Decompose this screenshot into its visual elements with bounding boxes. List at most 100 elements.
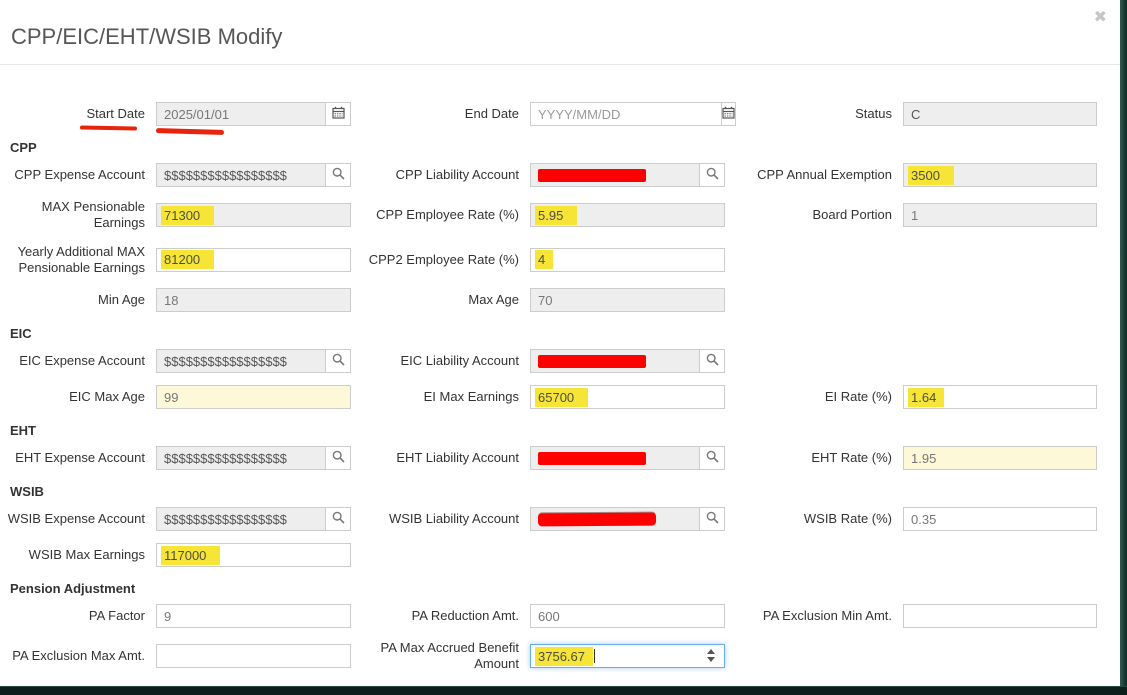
eic-liability-account-group: [530, 349, 725, 373]
cpp2-employee-rate-input[interactable]: 4: [530, 247, 725, 272]
wsib-liability-account-search-button[interactable]: [699, 507, 725, 531]
cpp-annual-exemption-input[interactable]: 3500: [903, 163, 1097, 187]
eic-liability-account-label: EIC Liability Account: [400, 352, 519, 368]
wsib-liability-account-label: WSIB Liability Account: [388, 510, 519, 526]
number-stepper[interactable]: [707, 649, 715, 663]
pa-exclusion-max-amt-label: PA Exclusion Max Amt.: [12, 648, 145, 664]
row-ages: Min Age 18 Max Age 70: [0, 288, 1127, 312]
eic-expense-account-input[interactable]: $$$$$$$$$$$$$$$$$: [156, 349, 325, 373]
pa-exclusion-min-amt-input[interactable]: [903, 604, 1097, 628]
eht-liability-account-label: EHT Liability Account: [396, 449, 519, 465]
max-pensionable-earnings-input[interactable]: 71300: [156, 203, 351, 228]
eht-expense-account-search-button[interactable]: [325, 446, 351, 470]
search-icon: [332, 511, 345, 527]
row-wsib-max: WSIB Max Earnings 117000: [0, 543, 1127, 567]
eic-max-age-value: 99: [164, 389, 179, 405]
eic-liability-account-input[interactable]: [530, 349, 699, 373]
pa-max-accrued-benefit-amount-label: PA Max Accrued Benefit Amount: [380, 640, 520, 672]
wsib-rate-label: WSIB Rate (%): [803, 510, 892, 526]
cpp-liability-account-search-button[interactable]: [699, 163, 725, 187]
stepper-down-icon: [707, 657, 715, 663]
wsib-expense-account-input[interactable]: $$$$$$$$$$$$$$$$$: [156, 507, 325, 531]
pa-reduction-amt-value: 600: [538, 608, 560, 624]
highlighted-value: 81200: [161, 250, 215, 270]
eht-rate-value: 1.95: [911, 450, 937, 466]
end-date-input[interactable]: [530, 102, 721, 126]
pa-max-accrued-benefit-amount-input[interactable]: 3756.67: [530, 644, 725, 669]
wsib-liability-account-input[interactable]: [530, 507, 699, 531]
eic-expense-account-search-button[interactable]: [325, 349, 351, 373]
highlighted-value: 1.64: [908, 387, 945, 407]
board-portion-label: Board Portion: [812, 207, 893, 223]
cpp-expense-account-search-button[interactable]: [325, 163, 351, 187]
pa-exclusion-max-amt-input[interactable]: [156, 644, 351, 669]
eic-max-age-label: EIC Max Age: [69, 388, 145, 404]
eic-max-age-input[interactable]: 99: [156, 385, 351, 409]
section-wsib: WSIB: [10, 484, 44, 499]
eht-liability-account-group: [530, 446, 725, 470]
wsib-rate-input[interactable]: 0.35: [903, 507, 1097, 531]
cpp-expense-account-group: $$$$$$$$$$$$$$$$$: [156, 163, 351, 187]
yearly-additional-max-input[interactable]: 81200: [156, 247, 351, 272]
max-age-label: Max Age: [468, 291, 519, 307]
highlighted-value: 71300: [161, 205, 215, 225]
row-eic-values: EIC Max Age 99 EI Max Earnings 65700 EI …: [0, 385, 1127, 409]
ei-max-earnings-input[interactable]: 65700: [530, 385, 725, 409]
pa-factor-value: 9: [164, 608, 172, 624]
status-input[interactable]: C: [903, 102, 1097, 126]
cpp-liability-account-group: [530, 163, 725, 187]
wsib-expense-account-search-button[interactable]: [325, 507, 351, 531]
cpp-expense-account-label: CPP Expense Account: [14, 166, 145, 182]
window-edge-bottom: [0, 686, 1127, 695]
search-icon: [706, 353, 719, 369]
start-date-calendar-button[interactable]: [325, 102, 351, 126]
row-pa-1: PA Factor 9 PA Reduction Amt. 600 PA Exc…: [0, 604, 1127, 628]
eht-rate-input[interactable]: 1.95: [903, 446, 1097, 470]
pa-reduction-amt-input[interactable]: 600: [530, 604, 725, 628]
eic-expense-account-label: EIC Expense Account: [19, 352, 145, 368]
max-age-input[interactable]: 70: [530, 288, 725, 312]
close-icon[interactable]: ✖: [1093, 9, 1107, 26]
pa-exclusion-min-amt-label: PA Exclusion Min Amt.: [762, 607, 892, 623]
min-age-input[interactable]: 18: [156, 288, 351, 312]
yearly-additional-max-label: Yearly Additional MAX Pensionable Earnin…: [17, 243, 145, 275]
cpp-employee-rate-label: CPP Employee Rate (%): [376, 207, 519, 223]
eic-expense-account-value: $$$$$$$$$$$$$$$$$: [164, 353, 287, 369]
redaction-marker: [538, 451, 646, 465]
row-eic-accounts: EIC Expense Account $$$$$$$$$$$$$$$$$ EI…: [0, 349, 1127, 373]
board-portion-input[interactable]: 1: [903, 203, 1097, 228]
modal-form: Start Date 2025/01/01 End Date: [0, 65, 1127, 695]
modal-header: CPP/EIC/EHT/WSIB Modify ✖: [0, 0, 1127, 65]
stepper-up-icon: [707, 649, 715, 655]
eht-liability-account-search-button[interactable]: [699, 446, 725, 470]
start-date-group: 2025/01/01: [156, 102, 351, 126]
eht-liability-account-input[interactable]: [530, 446, 699, 470]
start-date-input[interactable]: 2025/01/01: [156, 102, 325, 126]
eht-expense-account-label: EHT Expense Account: [15, 449, 145, 465]
eht-expense-account-input[interactable]: $$$$$$$$$$$$$$$$$: [156, 446, 325, 470]
max-age-value: 70: [538, 292, 553, 308]
eic-expense-account-group: $$$$$$$$$$$$$$$$$: [156, 349, 351, 373]
cpp-expense-account-input[interactable]: $$$$$$$$$$$$$$$$$: [156, 163, 325, 187]
eic-liability-account-search-button[interactable]: [699, 349, 725, 373]
section-eic: EIC: [10, 326, 32, 341]
pa-factor-input[interactable]: 9: [156, 604, 351, 628]
wsib-expense-account-group: $$$$$$$$$$$$$$$$$: [156, 507, 351, 531]
status-label: Status: [855, 105, 892, 121]
cpp-employee-rate-input[interactable]: 5.95: [530, 203, 725, 228]
eht-expense-account-group: $$$$$$$$$$$$$$$$$: [156, 446, 351, 470]
wsib-max-earnings-label: WSIB Max Earnings: [28, 546, 145, 562]
pa-factor-label: PA Factor: [88, 607, 145, 623]
wsib-liability-account-group: [530, 507, 725, 531]
highlighted-value: 3500: [908, 165, 954, 185]
row-eht: EHT Expense Account $$$$$$$$$$$$$$$$$ EH…: [0, 446, 1127, 470]
wsib-max-earnings-input[interactable]: 117000: [156, 543, 351, 567]
cpp-liability-account-input[interactable]: [530, 163, 699, 187]
ei-rate-input[interactable]: 1.64: [903, 385, 1097, 409]
calendar-icon: [331, 106, 345, 122]
row-cpp-accounts: CPP Expense Account $$$$$$$$$$$$$$$$$ CP…: [0, 163, 1127, 187]
row-cpp-rates: MAX Pensionable Earnings 71300 CPP Emplo…: [0, 199, 1127, 232]
row-dates: Start Date 2025/01/01 End Date: [0, 102, 1127, 126]
end-date-calendar-button[interactable]: [721, 102, 736, 126]
